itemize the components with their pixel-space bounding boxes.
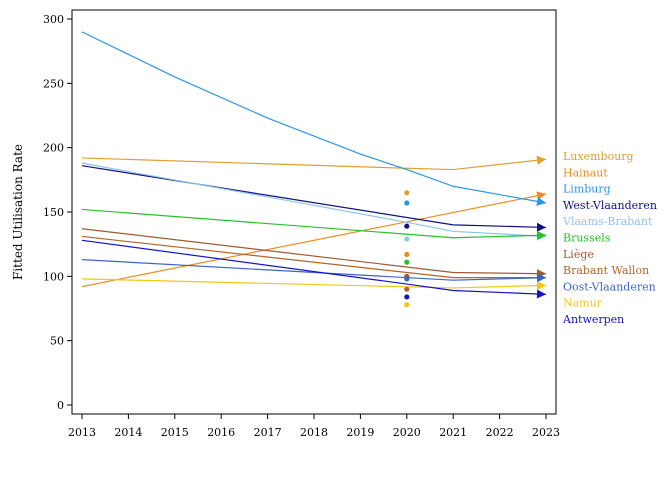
- x-axis: 2013 2014 2015 2016 2017 2018 2019 2020 2021 2022…: [68, 414, 560, 439]
- legend-label-luxembourg: Luxembourg: [563, 150, 634, 163]
- x-tick-label: 2023: [532, 426, 560, 439]
- observed-point-limburg: [404, 200, 410, 206]
- legend-label-brabant-wallon: Brabant Wallon: [563, 264, 649, 277]
- legend: Luxembourg Hainaut Limburg West-Vlaanderen V…: [562, 150, 657, 326]
- series-line-namur: [81, 278, 547, 289]
- series-arrow-brussels: [536, 230, 546, 240]
- x-tick-label: 2020: [393, 426, 421, 439]
- series-arrow-oost-vlaanderen: [536, 273, 546, 283]
- legend-label-limburg: Limburg: [563, 183, 611, 196]
- y-tick-label: 250: [43, 77, 64, 90]
- legend-label-antwerpen: Antwerpen: [562, 313, 624, 326]
- x-tick-label: 2013: [68, 426, 96, 439]
- legend-label-hainaut: Hainaut: [563, 166, 608, 179]
- x-tick-label: 2022: [486, 426, 514, 439]
- series-layer: [81, 31, 547, 299]
- observed-point-vlaams-brabant: [404, 236, 410, 242]
- y-axis-label: Fitted Utilisation Rate: [11, 144, 25, 280]
- observed-point-brabant-wallon: [404, 286, 410, 292]
- y-tick-label: 200: [43, 142, 64, 155]
- series-line-oost-vlaanderen: [81, 259, 547, 281]
- x-tick-label: 2019: [346, 426, 374, 439]
- y-tick-label: 150: [43, 206, 64, 219]
- legend-label-namur: Namur: [563, 297, 603, 310]
- legend-label-vlaams-brabant: Vlaams-Brabant: [562, 215, 653, 228]
- observed-point-oost-vlaanderen: [404, 276, 410, 282]
- x-tick-label: 2018: [300, 426, 328, 439]
- y-axis: 0 50 100 150 200 250 300: [43, 13, 72, 412]
- observed-point-brussels: [404, 259, 410, 265]
- legend-label-west-vlaanderen: West-Vlaanderen: [563, 199, 657, 212]
- series-arrow-luxembourg: [536, 155, 546, 165]
- series-arrow-limburg: [536, 196, 546, 206]
- series-line-brussels: [81, 208, 547, 239]
- observed-point-antwerpen: [404, 294, 410, 300]
- series-line-luxembourg: [81, 157, 547, 171]
- y-tick-label: 300: [43, 13, 64, 26]
- x-tick-label: 2021: [439, 426, 467, 439]
- observed-points: [404, 190, 410, 308]
- series-line-liege: [81, 228, 547, 275]
- series-arrow-west-vlaanderen: [536, 222, 546, 232]
- x-tick-label: 2016: [207, 426, 235, 439]
- observed-point-namur: [404, 302, 410, 308]
- series-line-vlaams-brabant: [81, 162, 547, 238]
- series-line-west-vlaanderen: [81, 165, 547, 229]
- observed-point-luxembourg: [404, 190, 410, 196]
- plot-frame: [71, 9, 557, 415]
- x-tick-label: 2014: [114, 426, 142, 439]
- legend-label-brussels: Brussels: [563, 232, 611, 245]
- series-line-brabant-wallon: [81, 235, 546, 279]
- series-line-hainaut: [81, 193, 547, 288]
- series-arrow-antwerpen: [536, 289, 546, 299]
- y-tick-label: 0: [57, 399, 64, 412]
- series-line-limburg: [81, 31, 547, 204]
- x-tick-label: 2015: [161, 426, 189, 439]
- y-tick-label: 100: [43, 270, 64, 283]
- observed-point-hainaut: [404, 251, 410, 258]
- legend-label-liege: Liège: [563, 248, 594, 261]
- x-tick-label: 2017: [254, 426, 282, 439]
- legend-label-oost-vlaanderen: Oost-Vlaanderen: [563, 280, 656, 293]
- series-arrow-namur: [536, 281, 546, 291]
- y-tick-label: 50: [50, 335, 64, 348]
- series-line-antwerpen: [81, 239, 547, 295]
- observed-point-west-vlaanderen: [404, 223, 410, 229]
